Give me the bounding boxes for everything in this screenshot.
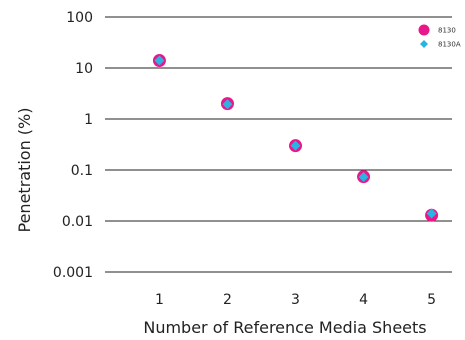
y-tick-label: 100 xyxy=(66,10,93,26)
series-8130A-point xyxy=(154,55,165,66)
x-axis-title: Number of Reference Media Sheets xyxy=(143,318,426,337)
x-tick-label: 5 xyxy=(427,292,436,308)
legend-label: 8130 xyxy=(438,27,456,35)
data-points xyxy=(152,54,439,222)
legend-label: 8130A xyxy=(438,41,461,49)
x-tick-label: 1 xyxy=(155,292,164,308)
x-tick-labels: 1 2 3 4 5 xyxy=(155,292,436,308)
y-axis-title: Penetration (%) xyxy=(15,108,34,233)
legend-marker xyxy=(418,24,430,36)
gridlines xyxy=(105,16,452,273)
y-tick-label: 0.01 xyxy=(62,214,93,230)
series-8130A-point xyxy=(290,140,301,151)
legend-marker xyxy=(420,40,428,48)
x-tick-label: 4 xyxy=(359,292,368,308)
y-tick-label: 0.1 xyxy=(71,163,93,179)
series-8130A-point xyxy=(358,171,369,182)
y-tick-label: 10 xyxy=(75,61,93,77)
series-8130A-point xyxy=(222,99,233,110)
series-8130A-point xyxy=(426,208,437,219)
x-tick-label: 3 xyxy=(291,292,300,308)
y-tick-label: 1 xyxy=(84,112,93,128)
legend: 8130 8130A xyxy=(418,24,461,49)
y-tick-labels: 100 10 1 0.1 0.01 0.001 xyxy=(53,10,93,281)
y-tick-label: 0.001 xyxy=(53,265,93,281)
x-tick-label: 2 xyxy=(223,292,232,308)
